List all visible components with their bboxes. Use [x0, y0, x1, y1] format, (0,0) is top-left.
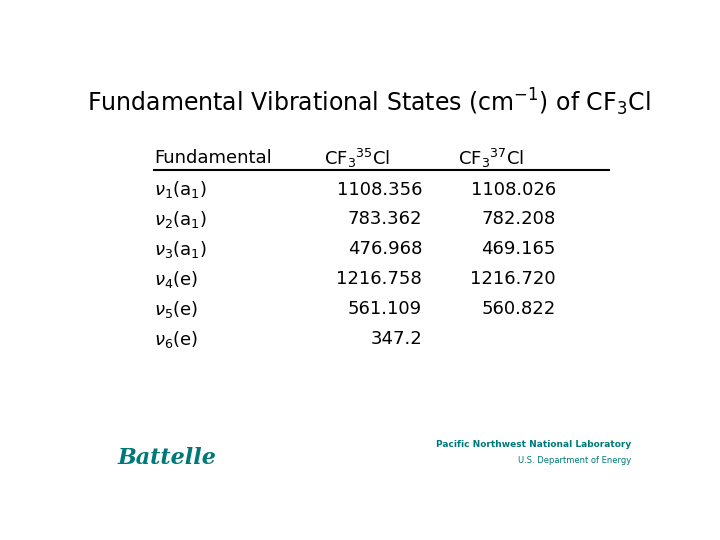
Text: 561.109: 561.109	[348, 300, 422, 318]
Text: 782.208: 782.208	[482, 211, 556, 228]
Text: Pacific Northwest National Laboratory: Pacific Northwest National Laboratory	[436, 441, 631, 449]
Text: 560.822: 560.822	[482, 300, 556, 318]
Text: $\nu_{2}$(a$_{1}$): $\nu_{2}$(a$_{1}$)	[154, 209, 207, 230]
Text: $\nu_{6}$(e): $\nu_{6}$(e)	[154, 329, 198, 350]
Text: Battelle: Battelle	[118, 447, 217, 469]
Text: $\nu_{4}$(e): $\nu_{4}$(e)	[154, 269, 198, 290]
Text: 1108.026: 1108.026	[471, 180, 556, 199]
Text: CF$_{3}$$^{35}$Cl: CF$_{3}$$^{35}$Cl	[324, 147, 391, 170]
Text: 783.362: 783.362	[348, 211, 422, 228]
Text: $\nu_{5}$(e): $\nu_{5}$(e)	[154, 299, 198, 320]
Text: 476.968: 476.968	[348, 240, 422, 259]
Text: Fundamental: Fundamental	[154, 150, 272, 167]
Text: 1216.720: 1216.720	[470, 271, 556, 288]
Text: 1108.356: 1108.356	[336, 180, 422, 199]
Text: 1216.758: 1216.758	[336, 271, 422, 288]
Text: 347.2: 347.2	[370, 330, 422, 348]
Text: $\nu_{3}$(a$_{1}$): $\nu_{3}$(a$_{1}$)	[154, 239, 207, 260]
Text: 469.165: 469.165	[482, 240, 556, 259]
Text: Fundamental Vibrational States (cm$^{-1}$) of CF$_{3}$Cl: Fundamental Vibrational States (cm$^{-1}…	[87, 86, 651, 118]
Text: CF$_{3}$$^{37}$Cl: CF$_{3}$$^{37}$Cl	[459, 147, 525, 170]
Text: U.S. Department of Energy: U.S. Department of Energy	[518, 456, 631, 465]
Text: $\nu_{1}$(a$_{1}$): $\nu_{1}$(a$_{1}$)	[154, 179, 207, 200]
